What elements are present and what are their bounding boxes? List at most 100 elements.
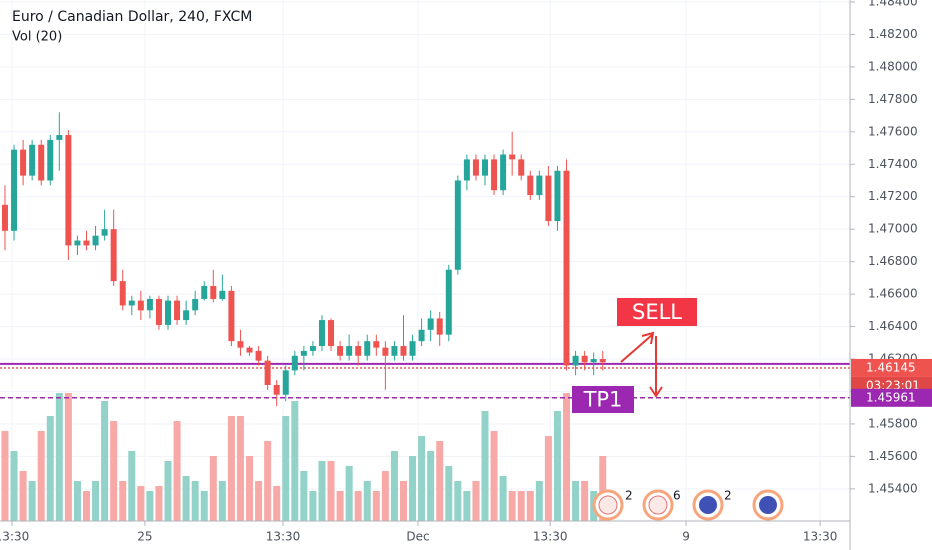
candle-body: [409, 341, 416, 356]
candle-body: [563, 170, 570, 366]
volume-bar: [581, 481, 589, 521]
y-tick-label: 1.46800: [868, 254, 918, 268]
candle-body: [65, 135, 72, 246]
candle-body: [1, 204, 8, 231]
candle-body: [300, 350, 307, 356]
volume-bar: [445, 466, 453, 521]
x-tick-label: 13:30: [266, 530, 301, 544]
candle-body: [500, 154, 507, 191]
volume-bar: [119, 481, 127, 521]
annotation-box: [572, 386, 634, 413]
candle-body: [20, 149, 27, 176]
candle-body: [454, 180, 461, 270]
volume-bar: [499, 476, 507, 521]
event-count: 2: [625, 489, 633, 503]
flag: [598, 495, 618, 515]
volume-bar: [345, 466, 353, 521]
arrow-head: [641, 331, 655, 345]
volume-bar: [55, 393, 63, 521]
candle-body: [590, 359, 597, 363]
y-tick-label: 1.46600: [868, 287, 918, 301]
arrow-up: [620, 334, 653, 363]
volume-bar: [137, 486, 145, 521]
volume-bar: [517, 491, 525, 521]
volume-bar: [381, 471, 389, 521]
volume-bar: [227, 416, 235, 521]
volume-bar: [418, 436, 426, 521]
arrow-head: [649, 386, 663, 398]
candle-body: [273, 384, 280, 395]
y-tick-label: 1.48400: [868, 0, 918, 8]
volume-bar: [264, 441, 272, 521]
candle-body: [282, 370, 289, 395]
volume-bar: [19, 471, 27, 521]
volume-bar: [10, 451, 18, 521]
x-tick-label: 9: [682, 530, 690, 544]
candle-body: [146, 298, 153, 311]
annotation-text: TP1: [583, 388, 623, 412]
candle-body: [137, 300, 144, 311]
candle-body: [554, 170, 561, 222]
candle-body: [174, 300, 181, 321]
candle-body: [364, 341, 371, 356]
candle-body: [545, 175, 552, 222]
candle-body: [246, 347, 253, 353]
volume-bar: [1, 431, 9, 521]
volume-bar: [363, 481, 371, 521]
volume-bar: [73, 481, 81, 521]
grid: [0, 0, 850, 521]
volume-bar: [246, 456, 254, 521]
volume-bar: [64, 393, 72, 521]
candle-body: [291, 355, 298, 371]
candle-body: [436, 318, 443, 335]
candle-body: [83, 240, 90, 246]
volume-bar: [46, 416, 54, 521]
volume-bar: [563, 393, 571, 521]
volume-bar: [273, 486, 281, 521]
sell-arrows: [620, 331, 663, 398]
x-tick-label: Dec: [406, 530, 429, 544]
flag: [648, 495, 668, 515]
candle-body: [101, 229, 108, 236]
candle-body: [536, 175, 543, 196]
volume-bar: [146, 491, 154, 521]
volume-bar: [309, 491, 317, 521]
volume-bar: [490, 431, 498, 521]
volume-bar: [291, 401, 299, 521]
volume-bar: [436, 441, 444, 521]
y-tick-label: 1.45600: [868, 449, 918, 463]
volume-bar: [128, 451, 136, 521]
y-tick-label: 1.47400: [868, 157, 918, 171]
volume-bar: [327, 461, 335, 521]
candle-body: [509, 154, 516, 160]
candle-body: [47, 139, 54, 181]
volume-bar: [318, 461, 326, 521]
volume-bar: [354, 491, 362, 521]
candle-body: [355, 346, 362, 356]
volume-bar: [218, 481, 226, 521]
candle-body: [491, 159, 498, 191]
candle-body: [472, 159, 479, 176]
volume-bar: [544, 436, 552, 521]
price-label-box: [851, 388, 932, 407]
volume-bar: [255, 481, 263, 521]
candle-body: [445, 269, 452, 335]
volume-bar: [92, 481, 100, 521]
volume-bar: [526, 491, 534, 521]
candle-body: [382, 347, 389, 356]
volume-bar: [173, 421, 181, 521]
flag: [699, 496, 717, 514]
candle-body: [581, 355, 588, 363]
candle-body: [119, 281, 126, 306]
candle-body: [518, 159, 525, 176]
candle-body: [337, 346, 344, 356]
volume-bar: [372, 491, 380, 521]
x-tick-label: 13:30: [803, 530, 838, 544]
y-tick-label: 1.46400: [868, 319, 918, 333]
candle-body: [309, 346, 316, 351]
volume-bar: [28, 481, 36, 521]
volume-bar: [101, 401, 109, 521]
candle-body: [427, 318, 434, 330]
volume-bar: [82, 491, 90, 521]
